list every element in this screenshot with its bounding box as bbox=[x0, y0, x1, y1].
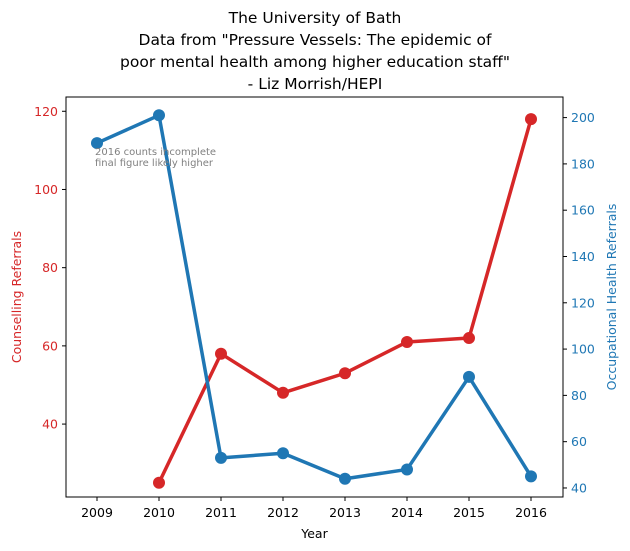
plot-frame bbox=[65, 96, 564, 498]
series-1-point bbox=[463, 332, 475, 345]
x-tick-label: 2013 bbox=[329, 505, 361, 520]
x-tick-label: 2009 bbox=[81, 505, 113, 520]
left-y-tick-label: 60 bbox=[42, 338, 58, 353]
series-2-point bbox=[277, 447, 289, 460]
x-tick-label: 2014 bbox=[391, 505, 423, 520]
series-1-point bbox=[215, 347, 227, 360]
title-line-4: - Liz Morrish/HEPI bbox=[248, 75, 383, 93]
left-y-axis: 40 60 80 100 120 bbox=[34, 104, 66, 432]
right-y-tick-label: 120 bbox=[571, 295, 595, 310]
series-1-point bbox=[277, 386, 289, 399]
annotation-line-2: final figure likely higher bbox=[95, 158, 214, 169]
x-tick-label: 2011 bbox=[205, 505, 237, 520]
series-1-point bbox=[401, 335, 413, 348]
x-tick-label: 2016 bbox=[515, 505, 547, 520]
right-y-tick-label: 200 bbox=[571, 110, 595, 125]
right-y-tick-label: 160 bbox=[571, 203, 595, 218]
series-2-point bbox=[91, 137, 103, 150]
x-tick-label: 2015 bbox=[453, 505, 485, 520]
left-y-tick-label: 120 bbox=[34, 104, 58, 119]
left-y-axis-label: Counselling Referrals bbox=[9, 231, 24, 363]
title-line-3: poor mental health among higher educatio… bbox=[120, 53, 510, 71]
series-2-point bbox=[339, 472, 351, 485]
right-y-tick-label: 100 bbox=[571, 342, 595, 357]
x-axis: 2009 2010 2011 2012 2013 2014 2015 2016 bbox=[81, 497, 547, 520]
annotation: 2016 counts incomplete final figure like… bbox=[95, 147, 216, 169]
series-2-point bbox=[463, 370, 475, 383]
series-1-point bbox=[339, 367, 351, 380]
right-y-tick-label: 40 bbox=[571, 480, 587, 495]
series-2-point bbox=[525, 470, 537, 483]
title-line-1: The University of Bath bbox=[228, 9, 402, 27]
right-y-tick-label: 80 bbox=[571, 388, 587, 403]
left-y-tick-label: 40 bbox=[42, 417, 58, 432]
x-tick-label: 2012 bbox=[267, 505, 299, 520]
series-layer bbox=[91, 109, 537, 489]
x-axis-label: Year bbox=[300, 526, 328, 541]
series-2-point bbox=[215, 451, 227, 464]
series-2-line bbox=[95, 113, 533, 481]
right-y-axis: 40 60 80 100 120 140 160 180 200 bbox=[563, 110, 595, 495]
series-1-point bbox=[153, 476, 165, 489]
series-2-point bbox=[401, 463, 413, 476]
right-y-tick-label: 60 bbox=[571, 434, 587, 449]
chart-title: The University of Bath Data from "Pressu… bbox=[120, 9, 510, 93]
series-1-point bbox=[525, 113, 537, 126]
right-y-axis-label: Occupational Health Referrals bbox=[604, 204, 619, 391]
right-y-tick-label: 140 bbox=[571, 249, 595, 264]
annotation-line-1: 2016 counts incomplete bbox=[95, 147, 216, 158]
x-tick-label: 2010 bbox=[143, 505, 175, 520]
title-line-2: Data from "Pressure Vessels: The epidemi… bbox=[139, 31, 492, 49]
left-y-tick-label: 100 bbox=[34, 182, 58, 197]
right-y-tick-label: 180 bbox=[571, 156, 595, 171]
series-2-point bbox=[153, 109, 165, 122]
left-y-tick-label: 80 bbox=[42, 260, 58, 275]
